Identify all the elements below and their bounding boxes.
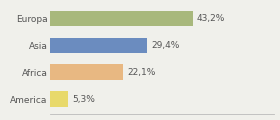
Text: 29,4%: 29,4% [151,41,179,50]
Bar [50,91,68,107]
Bar [50,64,123,80]
Bar [50,11,193,26]
Text: 22,1%: 22,1% [127,68,155,77]
Text: 5,3%: 5,3% [72,95,95,104]
Text: 43,2%: 43,2% [197,14,225,23]
Bar [50,38,147,53]
